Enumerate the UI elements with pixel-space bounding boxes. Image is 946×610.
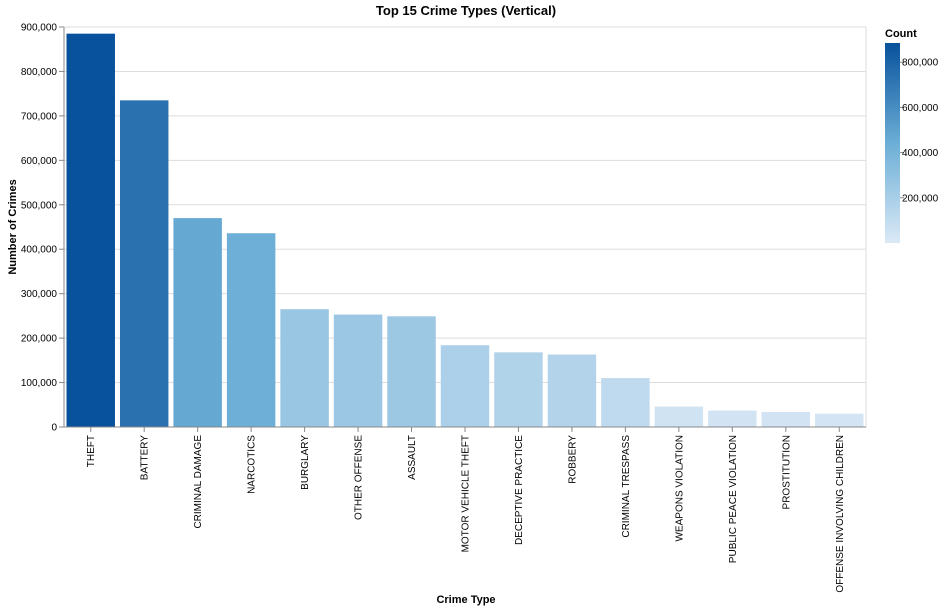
x-tick-label: BURGLARY xyxy=(300,435,311,490)
y-tick-label: 0 xyxy=(51,423,57,434)
bar xyxy=(654,406,704,427)
y-tick-label: 400,000 xyxy=(21,245,58,256)
legend-tick-label: 400,000 xyxy=(902,148,939,159)
y-tick-label: 900,000 xyxy=(21,23,58,34)
x-axis-title: Crime Type xyxy=(436,594,495,606)
x-tick-label: OFFENSE INVOLVING CHILDREN xyxy=(835,435,846,593)
bar xyxy=(119,100,169,427)
x-tick-label: PROSTITUTION xyxy=(781,435,792,509)
x-tick-label: CRIMINAL DAMAGE xyxy=(193,435,204,529)
bar xyxy=(761,411,811,427)
bar xyxy=(440,345,490,427)
x-tick-label: NARCOTICS xyxy=(247,435,258,494)
x-axis: THEFT BATTERY CRIMINAL DAMAGE NARCOTICS BURG… xyxy=(64,426,866,593)
y-tick-label: 700,000 xyxy=(21,111,58,122)
y-tick-label: 600,000 xyxy=(21,156,58,167)
x-tick-label: THEFT xyxy=(86,435,97,467)
bar xyxy=(173,218,222,427)
bar xyxy=(387,316,436,427)
y-tick-label: 500,000 xyxy=(21,200,58,211)
legend-tick-label: 200,000 xyxy=(902,193,939,204)
legend-title: Count xyxy=(885,28,917,40)
x-tick-label: PUBLIC PEACE VIOLATION xyxy=(728,435,739,563)
bars xyxy=(66,33,864,428)
x-tick-label: ASSAULT xyxy=(407,435,418,480)
bar xyxy=(333,314,383,427)
bar xyxy=(226,233,276,427)
x-tick-label: OTHER OFFENSE xyxy=(354,435,365,520)
bar xyxy=(547,354,597,427)
chart-title: Top 15 Crime Types (Vertical) xyxy=(376,3,556,18)
bar xyxy=(601,378,650,427)
y-tick-label: 300,000 xyxy=(21,289,58,300)
x-tick-label: MOTOR VEHICLE THEFT xyxy=(461,435,472,552)
bar xyxy=(815,413,864,427)
x-tick-label: ROBBERY xyxy=(567,435,578,484)
x-tick-label: BATTERY xyxy=(140,435,151,481)
x-tick-label: WEAPONS VIOLATION xyxy=(674,435,685,542)
bar xyxy=(66,33,115,428)
bar xyxy=(708,410,757,427)
color-legend: Count 200,000 400,000 600,000 800,000 xyxy=(885,28,939,243)
y-tick-label: 200,000 xyxy=(21,334,58,345)
y-axis-title: Number of Crimes xyxy=(7,179,19,274)
x-tick-label: DECEPTIVE PRACTICE xyxy=(514,435,525,545)
y-tick-label: 100,000 xyxy=(21,378,58,389)
x-tick-label: CRIMINAL TRESPASS xyxy=(621,435,632,538)
y-tick-label: 800,000 xyxy=(21,67,58,78)
bar xyxy=(494,352,543,427)
legend-tick-label: 600,000 xyxy=(902,103,939,114)
bar xyxy=(280,309,329,427)
legend-ticks: 200,000 400,000 600,000 800,000 xyxy=(900,58,939,204)
y-axis: 0 100,000 200,000 300,000 400,000 500,000 600,… xyxy=(21,23,65,434)
legend-tick-label: 800,000 xyxy=(902,58,939,69)
legend-gradient xyxy=(885,43,900,243)
